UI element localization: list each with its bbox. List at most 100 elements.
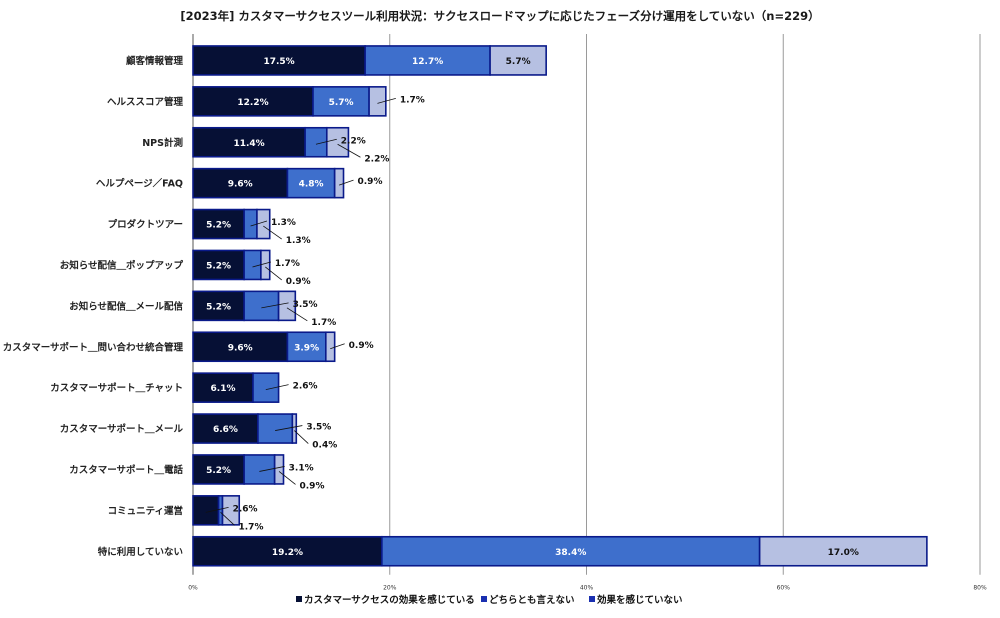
bar-segment	[325, 331, 336, 363]
bar-segment	[192, 372, 254, 403]
leader-line	[275, 425, 303, 431]
bar-segment	[277, 290, 297, 322]
bar-segment	[489, 45, 547, 76]
data-label: 5.2%	[206, 221, 231, 231]
bar-segment	[192, 167, 289, 199]
data-label: 0.9%	[358, 177, 383, 187]
legend-swatch	[481, 596, 487, 602]
category-label: お知らせ配信＿ポップアップ	[60, 259, 184, 271]
leader-line	[205, 506, 229, 513]
leader-line	[377, 97, 396, 104]
data-label: 5.2%	[206, 261, 231, 271]
chart-title: [2023年] カスタマーサクセスツール利用状況：サクセスロードマップに応じたフ…	[180, 9, 819, 23]
leader-line	[252, 261, 271, 268]
category-label: カスタマーサポート＿問い合わせ統合管理	[3, 341, 184, 353]
data-label: 11.4%	[233, 139, 264, 149]
category-label: 特に利用していない	[98, 546, 183, 558]
data-label: 3.1%	[289, 463, 314, 473]
data-label: 5.2%	[206, 466, 231, 476]
data-label: 3.9%	[294, 343, 319, 353]
data-label: 19.2%	[272, 548, 303, 558]
category-label: お知らせ配信＿メール配信	[69, 300, 183, 312]
bar-segment	[758, 535, 928, 567]
data-label: 3.5%	[293, 300, 318, 310]
bar-segment	[192, 413, 259, 444]
data-label: 0.9%	[300, 481, 325, 491]
category-label: プロダクトツアー	[108, 219, 183, 231]
data-label: 5.2%	[206, 302, 231, 312]
x-tick-label: 60%	[777, 585, 791, 592]
legend-label: カスタマーサクセスの効果を感じている	[304, 594, 475, 606]
data-label: 1.7%	[239, 522, 264, 532]
leader-line	[294, 430, 309, 444]
bar-segment	[192, 208, 245, 240]
data-label: 1.7%	[400, 95, 425, 105]
data-label: 9.6%	[228, 180, 253, 190]
leader-line	[250, 220, 268, 227]
leader-line	[263, 225, 282, 240]
data-label: 0.9%	[286, 277, 311, 287]
data-labels: 17.5% 12.7% 5.7% 12.2% 5.7% 1.7% 11.4% 2.2% 2.2%…	[205, 57, 859, 558]
data-label: 1.7%	[311, 318, 336, 328]
category-label: 顧客情報管理	[126, 55, 184, 67]
data-label: 12.2%	[237, 98, 268, 108]
leader-line	[259, 466, 285, 472]
leader-line	[261, 302, 289, 309]
x-axis-ticks: 0% 20% 40% 60% 80%	[188, 585, 987, 592]
data-label: 2.2%	[364, 154, 389, 164]
data-label: 6.6%	[213, 425, 238, 435]
bar-segment	[260, 249, 271, 281]
x-tick-label: 80%	[973, 585, 987, 592]
x-tick-label: 0%	[188, 585, 198, 592]
data-label: 3.5%	[306, 423, 331, 433]
bar-segment	[291, 413, 298, 444]
leader-line	[315, 138, 337, 145]
data-label: 5.7%	[506, 57, 531, 67]
data-label: 9.6%	[228, 343, 253, 353]
data-label: 4.8%	[299, 180, 324, 190]
x-tick-label: 40%	[580, 585, 594, 592]
bars	[192, 45, 928, 567]
legend-swatch	[296, 596, 302, 602]
bar-segment	[273, 454, 285, 485]
bar-segment	[286, 331, 327, 363]
bar-segment	[243, 208, 258, 240]
data-label: 2.2%	[341, 136, 366, 146]
category-label: ヘルススコア管理	[107, 96, 184, 108]
leader-line	[338, 179, 354, 186]
x-tick-label: 20%	[383, 585, 397, 592]
category-label: カスタマーサポート＿チャット	[50, 382, 183, 394]
data-label: 0.4%	[312, 441, 337, 451]
legend: カスタマーサクセスの効果を感じている どちらとも言えない 効果を感じていない	[296, 594, 683, 606]
bar-segment	[192, 126, 306, 158]
leader-line	[220, 512, 235, 526]
data-label: 2.6%	[293, 382, 318, 392]
data-label: 2.6%	[233, 504, 258, 514]
data-label: 1.3%	[271, 218, 296, 228]
bar-segment	[333, 167, 345, 199]
data-label: 12.7%	[412, 57, 443, 67]
data-label: 1.7%	[275, 259, 300, 269]
bar-segment	[312, 86, 370, 117]
category-label: カスタマーサポート＿メール	[60, 423, 184, 435]
bar-segment	[286, 167, 336, 199]
leader-line	[265, 266, 282, 281]
data-label: 38.4%	[555, 548, 586, 558]
category-label: コミュニティ運営	[108, 505, 183, 517]
bar-segment	[192, 454, 245, 485]
bar-segment	[192, 331, 289, 363]
category-label: カスタマーサポート＿電話	[69, 464, 183, 476]
data-label: 0.9%	[349, 341, 374, 351]
leader-line	[337, 143, 361, 158]
category-label: NPS計測	[142, 137, 183, 149]
leader-line	[330, 343, 345, 350]
data-label: 6.1%	[211, 384, 236, 394]
legend-label: どちらとも言えない	[489, 594, 575, 606]
leader-line	[265, 384, 289, 391]
bar-segment	[325, 126, 350, 158]
data-label: 1.3%	[286, 236, 311, 246]
leader-line	[278, 471, 296, 485]
leader-line	[286, 307, 308, 322]
bar-segment	[192, 535, 383, 567]
